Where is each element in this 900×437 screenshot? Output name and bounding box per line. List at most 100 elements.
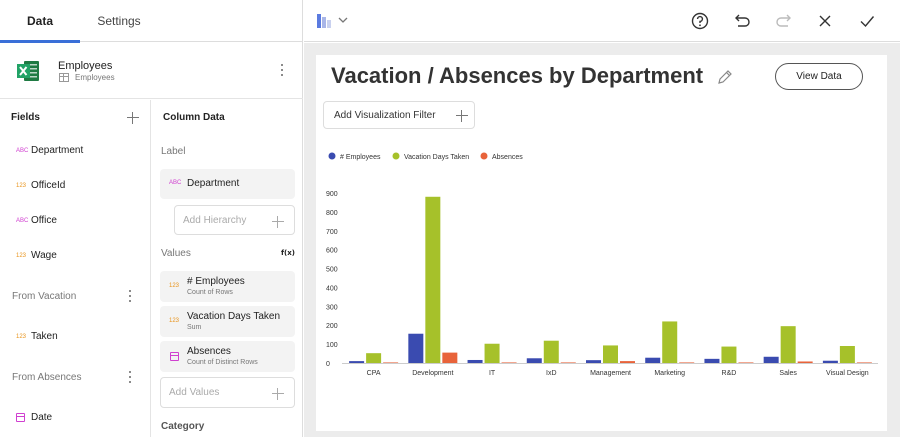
bar-chart: # Employees Vacation Days Taken Absences 0 1… xyxy=(326,152,878,377)
calendar-icon xyxy=(170,352,179,361)
close-icon[interactable] xyxy=(815,11,835,31)
bar-1 xyxy=(721,346,737,363)
y-tick-label: 100 xyxy=(326,342,338,349)
excel-icon xyxy=(17,61,39,81)
number-type-icon: 123 xyxy=(16,333,27,340)
number-type-icon: 123 xyxy=(16,252,27,259)
x-tick-label: Visual Design xyxy=(826,370,869,377)
group-more-icon[interactable] xyxy=(128,290,132,304)
field-item[interactable]: ABC Department xyxy=(16,145,84,156)
x-tick-label: R&D xyxy=(722,370,737,377)
undo-icon[interactable] xyxy=(732,11,752,31)
column-data-panel: Column Data Label ABC Department Add Hie… xyxy=(152,100,303,437)
y-tick-label: 900 xyxy=(326,191,338,198)
group-title-vacation[interactable]: From Vacation xyxy=(12,291,77,302)
tab-data[interactable]: Data xyxy=(0,0,80,43)
view-data-button[interactable]: View Data xyxy=(775,63,863,90)
value-pill[interactable]: 123 Vacation Days Taken Sum xyxy=(160,306,295,337)
y-tick-label: 500 xyxy=(326,267,338,274)
field-item[interactable]: ABC Office xyxy=(16,215,57,226)
x-tick-label: Development xyxy=(412,370,453,377)
group-more-icon[interactable] xyxy=(128,371,132,385)
bar-2 xyxy=(738,362,754,363)
bar-2 xyxy=(679,362,695,363)
formula-icon[interactable]: f(x) xyxy=(281,249,295,257)
bar-2 xyxy=(620,361,635,363)
bar-0 xyxy=(704,358,720,363)
legend-label: Vacation Days Taken xyxy=(404,154,469,161)
bar-1 xyxy=(543,340,559,363)
text-type-icon: ABC xyxy=(16,217,29,224)
visualization-card: Vacation / Absences by Department View D… xyxy=(316,55,887,431)
bar-0 xyxy=(763,356,779,363)
bar-0 xyxy=(822,360,838,363)
legend-label: # Employees xyxy=(340,154,381,161)
add-icon xyxy=(272,216,284,228)
bar-1 xyxy=(662,321,678,363)
bar-2 xyxy=(383,362,399,363)
data-editor-panel: Data Settings Employees Employees Fields xyxy=(0,0,303,437)
datasource-subtitle: Employees xyxy=(75,73,115,82)
values-section-title: Values xyxy=(161,248,191,259)
category-section-title: Category xyxy=(161,421,205,432)
add-icon xyxy=(272,388,284,400)
legend-marker xyxy=(480,152,488,160)
bar-chart-icon[interactable] xyxy=(316,12,332,28)
visualization-title[interactable]: Vacation / Absences by Department xyxy=(331,63,704,88)
help-icon[interactable] xyxy=(690,11,710,31)
label-section-title: Label xyxy=(161,146,186,157)
datasource-header[interactable]: Employees Employees xyxy=(0,43,303,99)
bar-1 xyxy=(839,346,855,363)
tab-settings[interactable]: Settings xyxy=(97,14,141,28)
number-type-icon: 123 xyxy=(16,182,27,189)
add-hierarchy-dropzone[interactable]: Add Hierarchy xyxy=(174,205,295,235)
bar-0 xyxy=(349,361,365,363)
field-item[interactable]: 123 Taken xyxy=(16,331,58,342)
field-item[interactable]: 123 Wage xyxy=(16,250,57,261)
y-tick-label: 300 xyxy=(326,304,338,311)
bar-2 xyxy=(856,362,872,363)
x-tick-label: Management xyxy=(590,370,631,377)
bar-0 xyxy=(408,333,424,363)
chevron-down-icon[interactable] xyxy=(337,14,349,26)
x-tick-label: IT xyxy=(489,370,496,377)
tab-bar: Data Settings xyxy=(0,0,303,43)
y-tick-label: 700 xyxy=(326,229,338,236)
text-type-icon: ABC xyxy=(16,147,29,154)
legend-label: Absences xyxy=(492,154,523,161)
x-tick-label: Marketing xyxy=(654,370,685,377)
y-tick-label: 400 xyxy=(326,285,338,292)
group-title-absences[interactable]: From Absences xyxy=(12,372,82,383)
value-pill[interactable]: 123 # Employees Count of Rows xyxy=(160,271,295,302)
bar-1 xyxy=(484,343,500,363)
y-tick-label: 0 xyxy=(326,361,330,368)
fields-list: Fields ABC Department 123 OfficeId ABC Offi… xyxy=(0,100,151,437)
number-type-icon: 123 xyxy=(169,318,180,324)
x-tick-label: CPA xyxy=(367,370,381,377)
bar-2 xyxy=(560,362,576,363)
value-pill[interactable]: Absences Count of Distinct Rows xyxy=(160,341,295,372)
bar-1 xyxy=(425,196,441,363)
bar-2 xyxy=(442,352,458,363)
y-tick-label: 600 xyxy=(326,248,338,255)
bar-1 xyxy=(780,326,796,363)
x-tick-label: IxD xyxy=(546,370,557,377)
add-visualization-filter-button[interactable]: Add Visualization Filter xyxy=(323,101,475,129)
field-item[interactable]: Date xyxy=(16,412,52,428)
check-icon[interactable] xyxy=(857,11,877,31)
datasource-title: Employees xyxy=(58,60,113,72)
add-values-dropzone[interactable]: Add Values xyxy=(160,377,295,408)
visualization-area: Vacation / Absences by Department View D… xyxy=(304,43,900,437)
y-tick-label: 200 xyxy=(326,323,338,330)
editor-toolbar xyxy=(304,0,900,42)
bar-0 xyxy=(586,360,601,363)
text-type-icon: ABC xyxy=(169,180,182,186)
x-tick-label: Sales xyxy=(779,370,797,377)
edit-title-icon[interactable] xyxy=(716,68,734,86)
datasource-more-icon[interactable] xyxy=(280,64,284,78)
add-field-icon[interactable] xyxy=(127,112,139,124)
label-pill-department[interactable]: ABC Department xyxy=(160,169,295,199)
redo-icon[interactable] xyxy=(774,11,794,31)
field-item[interactable]: 123 OfficeId xyxy=(16,180,66,191)
